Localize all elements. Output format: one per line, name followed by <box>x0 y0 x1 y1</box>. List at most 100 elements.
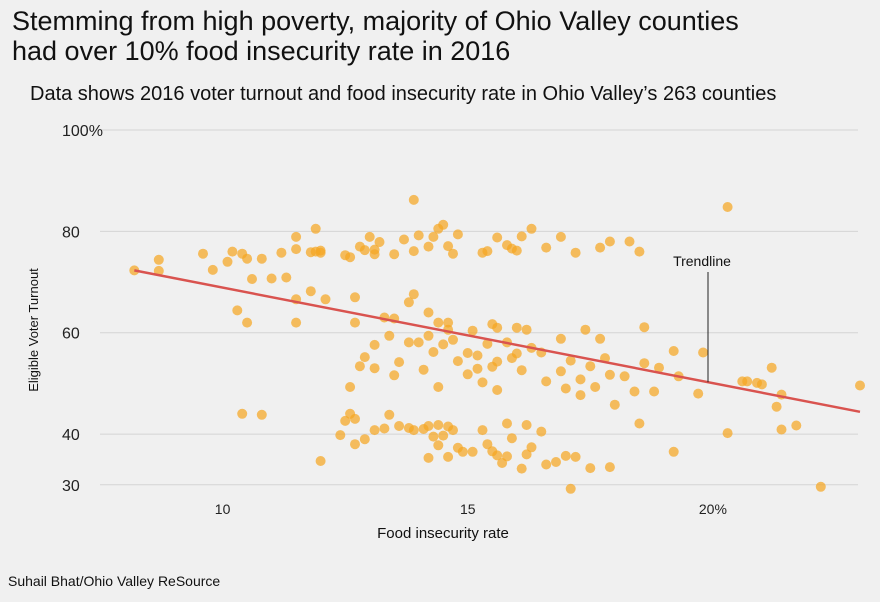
data-point <box>369 425 380 436</box>
data-point <box>855 380 865 391</box>
data-point <box>624 236 635 247</box>
data-point <box>350 439 360 450</box>
y-axis-ticks: 30 40 60 80 100% <box>62 123 103 495</box>
data-point <box>408 194 419 205</box>
data-point <box>536 426 547 437</box>
data-point <box>423 330 434 341</box>
data-point <box>492 356 503 367</box>
data-point <box>315 456 326 466</box>
data-point <box>492 232 503 243</box>
data-point <box>462 369 473 380</box>
data-point <box>448 248 458 259</box>
data-point <box>516 463 527 474</box>
data-point <box>153 265 164 276</box>
trendline <box>134 269 861 414</box>
data-point <box>428 231 439 242</box>
data-point <box>443 317 454 328</box>
source-credit: Suhail Bhat/Ohio Valley ReSource <box>8 573 221 589</box>
data-point <box>742 376 753 387</box>
data-point <box>413 337 424 348</box>
y-tick-label: 80 <box>62 224 80 241</box>
data-point <box>560 450 571 461</box>
data-point <box>198 248 208 259</box>
data-point <box>619 371 630 382</box>
trendline-group: Trendline <box>134 253 861 414</box>
data-point <box>129 265 140 276</box>
data-point <box>565 355 576 366</box>
data-point <box>639 322 650 333</box>
data-point <box>815 481 826 492</box>
data-point <box>756 379 767 390</box>
data-point <box>423 307 434 318</box>
data-point <box>443 241 454 252</box>
data-point <box>369 244 380 255</box>
data-point <box>634 418 645 429</box>
data-point <box>477 425 488 436</box>
y-tick-label: 30 <box>62 478 80 495</box>
data-point <box>227 246 238 257</box>
data-point <box>668 346 679 356</box>
data-point <box>467 446 478 457</box>
data-point <box>521 324 532 335</box>
data-point <box>153 254 164 265</box>
data-point <box>448 334 458 345</box>
x-axis-label: Food insecurity rate <box>377 525 509 542</box>
data-point <box>521 449 532 460</box>
data-point <box>320 294 331 305</box>
title-line-1: Stemming from high poverty, majority of … <box>12 6 739 36</box>
data-point <box>472 363 483 374</box>
data-point <box>340 415 351 426</box>
chart-title: Stemming from high poverty, majority of … <box>12 6 872 66</box>
chart-subtitle: Data shows 2016 voter turnout and food i… <box>30 83 777 105</box>
data-point <box>443 451 454 462</box>
data-point <box>222 256 233 267</box>
data-point <box>570 451 581 462</box>
data-point <box>575 374 586 385</box>
data-point <box>345 382 356 392</box>
data-point <box>379 423 390 434</box>
data-point <box>433 420 444 430</box>
data-point <box>609 399 620 410</box>
data-point <box>482 439 493 450</box>
data-point <box>585 463 596 474</box>
data-point <box>541 376 552 387</box>
data-point <box>555 366 566 377</box>
y-tick-label: 40 <box>62 427 80 444</box>
data-point <box>585 361 596 372</box>
data-point <box>477 377 488 388</box>
y-axis-label: Eligible Voter Turnout <box>26 268 41 392</box>
data-point <box>482 246 493 257</box>
data-point <box>590 382 601 392</box>
data-point <box>384 330 395 341</box>
data-point <box>399 234 409 245</box>
data-point <box>511 348 522 359</box>
data-point <box>354 361 365 372</box>
data-point <box>575 390 586 401</box>
data-point <box>359 245 370 256</box>
data-point <box>722 428 733 439</box>
x-tick-label: 20% <box>699 501 727 517</box>
data-point <box>281 272 292 283</box>
data-point <box>369 339 380 350</box>
data-point <box>359 352 370 363</box>
data-point <box>629 386 640 397</box>
data-point <box>595 242 606 253</box>
data-point <box>394 357 405 368</box>
data-point <box>256 409 267 420</box>
data-point <box>521 420 532 430</box>
data-point <box>604 462 615 473</box>
data-point <box>634 246 645 257</box>
data-point <box>276 247 287 258</box>
data-point <box>237 408 248 419</box>
data-point <box>438 339 449 350</box>
data-point <box>438 219 449 230</box>
data-point <box>350 292 360 303</box>
x-tick-label: 15 <box>460 501 476 517</box>
data-point <box>492 385 503 395</box>
data-point <box>526 442 537 453</box>
data-point <box>384 409 395 420</box>
data-point <box>551 457 561 467</box>
data-point <box>604 236 615 247</box>
data-point <box>315 245 326 256</box>
